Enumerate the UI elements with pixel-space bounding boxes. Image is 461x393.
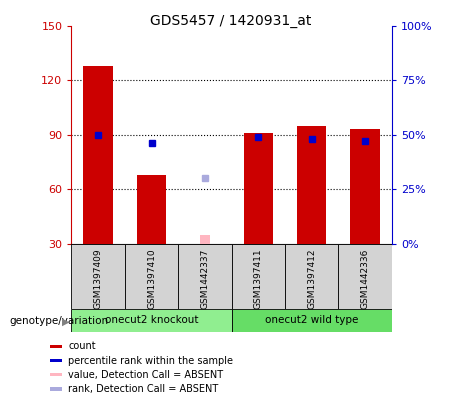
Bar	[50, 345, 62, 348]
Bar	[297, 125, 326, 244]
Text: value, Detection Call = ABSENT: value, Detection Call = ABSENT	[68, 370, 224, 380]
Text: count: count	[68, 341, 96, 351]
Text: GSM1397412: GSM1397412	[307, 249, 316, 309]
Bar	[71, 244, 125, 309]
Text: ▶: ▶	[62, 316, 70, 327]
Bar	[350, 129, 380, 244]
Bar	[50, 359, 62, 362]
Text: onecut2 wild type: onecut2 wild type	[265, 315, 359, 325]
Text: genotype/variation: genotype/variation	[9, 316, 108, 327]
Bar	[244, 133, 273, 244]
Bar	[83, 66, 113, 244]
Text: GSM1397409: GSM1397409	[94, 249, 103, 309]
Text: GSM1397411: GSM1397411	[254, 249, 263, 309]
Text: GSM1397410: GSM1397410	[147, 249, 156, 309]
Text: GSM1442337: GSM1442337	[201, 249, 209, 309]
Bar	[231, 309, 392, 332]
Bar	[338, 244, 392, 309]
Bar	[50, 373, 62, 376]
Text: rank, Detection Call = ABSENT: rank, Detection Call = ABSENT	[68, 384, 219, 393]
Bar	[231, 244, 285, 309]
Bar	[71, 309, 231, 332]
Text: percentile rank within the sample: percentile rank within the sample	[68, 356, 233, 365]
Text: GDS5457 / 1420931_at: GDS5457 / 1420931_at	[150, 14, 311, 28]
Bar	[125, 244, 178, 309]
Text: onecut2 knockout: onecut2 knockout	[105, 315, 198, 325]
Bar	[50, 387, 62, 391]
Bar	[285, 244, 338, 309]
Bar	[178, 244, 231, 309]
Bar	[200, 235, 210, 244]
Bar	[137, 174, 166, 244]
Text: GSM1442336: GSM1442336	[361, 249, 370, 309]
